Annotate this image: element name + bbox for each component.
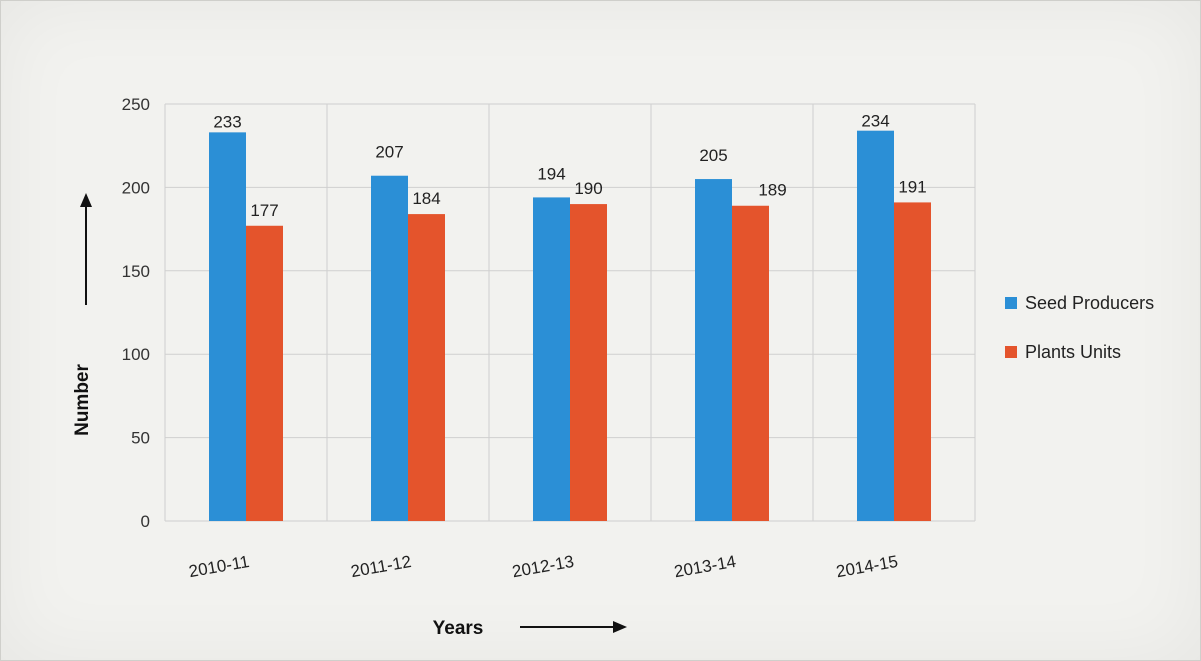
y-axis-arrow-head-icon <box>80 193 92 207</box>
y-tick-label: 50 <box>131 429 150 448</box>
bar-plants-units <box>408 214 445 521</box>
bar-seed-producers <box>533 197 570 521</box>
x-tick-label: 2011-12 <box>349 552 413 581</box>
bar-seed-producers <box>857 131 894 521</box>
x-tick-label: 2014-15 <box>835 552 900 582</box>
y-tick-label: 200 <box>122 178 150 197</box>
bar-plants-units <box>246 226 283 521</box>
y-tick-label: 250 <box>122 95 150 114</box>
data-label: 207 <box>375 143 403 162</box>
data-label: 184 <box>412 189 440 208</box>
legend-label: Plants Units <box>1025 342 1121 362</box>
legend: Seed Producers Plants Units <box>1005 293 1154 362</box>
y-tick-label: 150 <box>122 262 150 281</box>
bar-plants-units <box>894 202 931 521</box>
x-tick-label: 2012-13 <box>511 552 576 582</box>
data-label: 177 <box>250 201 278 220</box>
x-axis-title: Years <box>433 618 484 639</box>
y-tick-label: 100 <box>122 345 150 364</box>
legend-swatch <box>1005 297 1017 309</box>
x-axis-categories: 2010-11 2011-12 2012-13 2013-14 2014-15 <box>187 552 899 582</box>
data-label: 233 <box>213 112 241 131</box>
data-label: 189 <box>758 181 786 200</box>
legend-label: Seed Producers <box>1025 293 1154 313</box>
data-label: 234 <box>861 112 889 131</box>
bar-plants-units <box>732 206 769 521</box>
y-axis-ticks: 0 50 100 150 200 250 <box>122 95 150 531</box>
y-axis-title: Number <box>72 364 93 436</box>
data-label: 194 <box>537 164 565 183</box>
bar-seed-producers <box>209 132 246 521</box>
bar-plants-units <box>570 204 607 521</box>
data-label: 190 <box>574 179 602 198</box>
legend-swatch <box>1005 346 1017 358</box>
x-tick-label: 2010-11 <box>187 552 251 581</box>
data-label: 205 <box>699 146 727 165</box>
bars <box>209 131 931 521</box>
x-axis-arrow-head-icon <box>613 621 627 633</box>
x-tick-label: 2013-14 <box>673 552 738 582</box>
y-tick-label: 0 <box>141 512 150 531</box>
data-label: 191 <box>898 177 926 196</box>
bar-seed-producers <box>371 176 408 521</box>
bar-seed-producers <box>695 179 732 521</box>
